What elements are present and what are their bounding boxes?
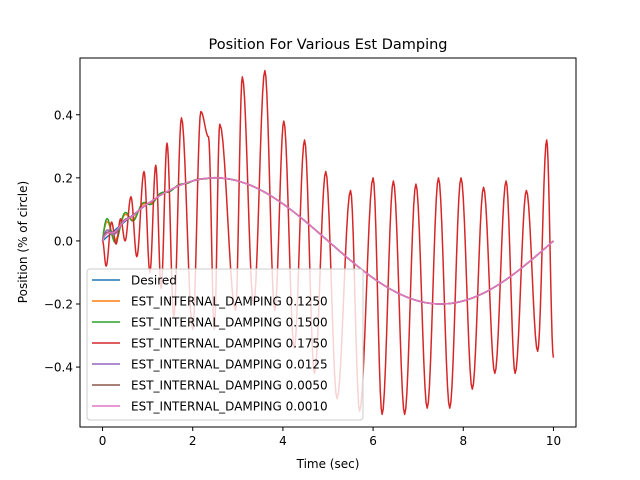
y-tick-label: −0.4: [44, 361, 73, 375]
x-tick-label: 2: [189, 434, 197, 448]
x-tick-label: 10: [546, 434, 561, 448]
series-line-6: [101, 177, 554, 305]
legend-label: EST_INTERNAL_DAMPING 0.0125: [131, 358, 328, 372]
legend-label: EST_INTERNAL_DAMPING 0.1500: [131, 316, 328, 330]
x-tick-label: 8: [459, 434, 467, 448]
x-tick-label: 0: [99, 434, 107, 448]
x-tick-label: 6: [369, 434, 377, 448]
y-axis-label: Position (% of circle): [16, 181, 30, 303]
x-axis-label: Time (sec): [296, 457, 360, 471]
legend-label: EST_INTERNAL_DAMPING 0.0010: [131, 400, 328, 414]
plot-area: [79, 57, 577, 428]
x-axis: 0 2 4 6 8 10: [99, 427, 561, 448]
x-tick-label: 4: [279, 434, 287, 448]
chart-title: Position For Various Est Damping: [208, 37, 447, 53]
legend-entries: Desired EST_INTERNAL_DAMPING 0.1250 EST_IN…: [92, 274, 328, 414]
series-line-3: [101, 69, 555, 416]
legend-label: EST_INTERNAL_DAMPING 0.1250: [131, 295, 328, 309]
series-layer: [101, 69, 555, 416]
y-axis: −0.4 −0.2 0.0 0.2 0.4: [44, 108, 80, 375]
legend: Desired EST_INTERNAL_DAMPING 0.1250 EST_IN…: [86, 268, 364, 421]
plot-frame: [79, 57, 577, 428]
y-tick-label: 0.0: [54, 234, 73, 248]
y-tick-label: 0.4: [54, 108, 73, 122]
y-tick-label: 0.2: [54, 171, 73, 185]
legend-label: Desired: [131, 274, 177, 288]
legend-label: EST_INTERNAL_DAMPING 0.0050: [131, 379, 328, 393]
legend-box: [86, 268, 364, 421]
y-tick-label: −0.2: [44, 298, 73, 312]
legend-label: EST_INTERNAL_DAMPING 0.1750: [131, 337, 328, 351]
